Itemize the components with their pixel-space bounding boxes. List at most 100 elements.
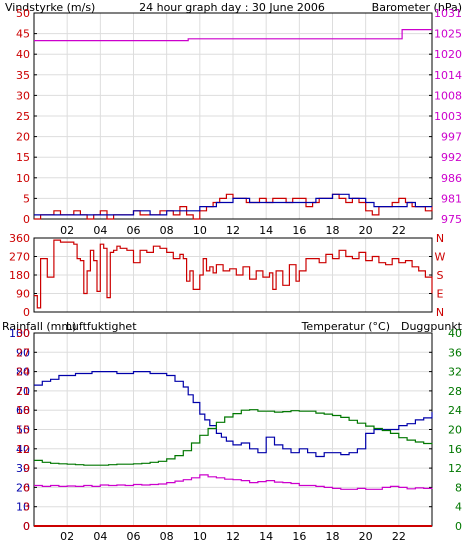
- y-left-tick-label: 80: [16, 366, 30, 379]
- wind-axis-title: Vindstyrke (m/s): [5, 1, 95, 14]
- x-tick-label: 18: [326, 224, 340, 237]
- y-right-tick-label: 1008: [434, 89, 462, 102]
- y-left-tick-label: 45: [16, 28, 30, 41]
- x-tick-label: 20: [359, 224, 373, 237]
- y-right-tick-label: 975: [441, 213, 462, 226]
- y-left-tick-label: 5: [23, 192, 30, 205]
- rain-tick-label: 24: [16, 366, 30, 379]
- rain-tick-label: 9: [23, 462, 30, 475]
- x-tick-label: 18: [326, 530, 340, 543]
- x-tick-label: 10: [193, 224, 207, 237]
- series-line-wind-barometer-2: [34, 193, 432, 216]
- y-left-tick-label: 90: [16, 288, 30, 301]
- y-right-tick-label: 986: [441, 172, 462, 185]
- series-line-wind-barometer-0: [34, 29, 432, 42]
- y-left-tick-label: 35: [16, 69, 30, 82]
- y-left-tick-label: 100: [9, 327, 30, 340]
- y-right-tick-label: 16: [448, 443, 462, 456]
- rain-tick-label: 21: [16, 385, 30, 398]
- y-right-tick-label: S: [437, 269, 444, 282]
- barometer-axis-title: Barometer (hPa): [372, 1, 462, 14]
- y-right-tick-label: 1025: [434, 28, 462, 41]
- y-right-tick-label: 1020: [434, 48, 462, 61]
- y-left-tick-label: 40: [16, 443, 30, 456]
- x-tick-label: 22: [392, 224, 406, 237]
- series-line-humidity-temperature-0: [34, 371, 433, 458]
- plot-panels: 0510152025303540455097598198699299710031…: [9, 7, 462, 543]
- y-left-tick-label: 0: [23, 306, 30, 319]
- y-left-tick-label: 270: [9, 251, 30, 264]
- y-left-tick-label: 10: [16, 172, 30, 185]
- dewpoint-axis-title: Duggpunkt: [401, 320, 463, 333]
- rainfall-axis-title: Rainfall (mm): [2, 320, 76, 333]
- rain-tick-label: 15: [16, 424, 30, 437]
- x-tick-label: 04: [93, 224, 107, 237]
- y-left-tick-label: 70: [16, 385, 30, 398]
- x-tick-label: 04: [93, 530, 107, 543]
- y-left-tick-label: 180: [9, 269, 30, 282]
- y-right-tick-label: 4: [455, 501, 462, 514]
- y-left-tick-label: 0: [23, 520, 30, 533]
- x-tick-label: 02: [60, 530, 74, 543]
- y-left-tick-label: 25: [16, 110, 30, 123]
- rain-tick-label: 12: [16, 443, 30, 456]
- humidity-axis-title: Luftfuktighet: [66, 320, 137, 333]
- y-right-tick-label: 12: [448, 462, 462, 475]
- x-tick-label: 08: [160, 224, 174, 237]
- y-right-tick-label: E: [437, 288, 444, 301]
- y-right-tick-label: 36: [448, 346, 462, 359]
- y-right-tick-label: N: [436, 232, 444, 245]
- rain-tick-label: 0: [23, 520, 30, 533]
- y-right-tick-label: 8: [455, 481, 462, 494]
- series-line-humidity-temperature-2: [34, 474, 433, 490]
- x-tick-label: 08: [160, 530, 174, 543]
- y-right-tick-label: 20: [448, 424, 462, 437]
- x-tick-label: 02: [60, 224, 74, 237]
- series-line-humidity-temperature-1: [34, 409, 433, 466]
- y-right-tick-label: W: [435, 251, 446, 264]
- x-tick-label: 06: [127, 224, 141, 237]
- y-left-tick-label: 50: [16, 7, 30, 20]
- x-tick-label: 14: [259, 224, 273, 237]
- y-right-tick-label: 0: [455, 520, 462, 533]
- y-left-tick-label: 60: [16, 404, 30, 417]
- rain-tick-label: 3: [23, 501, 30, 514]
- y-left-tick-label: 30: [16, 89, 30, 102]
- y-left-tick-label: 20: [16, 131, 30, 144]
- x-tick-label: 10: [193, 530, 207, 543]
- x-tick-label: 16: [292, 530, 306, 543]
- temperature-axis-title: Temperatur (°C): [301, 320, 390, 333]
- y-left-tick-label: 10: [16, 501, 30, 514]
- chart-title: 24 hour graph day : 30 June 2006: [139, 1, 325, 14]
- y-left-tick-label: 90: [16, 346, 30, 359]
- x-tick-label: 22: [392, 530, 406, 543]
- y-left-tick-label: 40: [16, 48, 30, 61]
- x-tick-label: 16: [292, 224, 306, 237]
- y-right-tick-label: 981: [441, 192, 462, 205]
- y-right-tick-label: 1031: [434, 7, 462, 20]
- y-left-tick-label: 360: [9, 232, 30, 245]
- x-tick-label: 20: [359, 530, 373, 543]
- x-tick-label: 14: [259, 530, 273, 543]
- y-right-tick-label: 992: [441, 151, 462, 164]
- y-right-tick-label: 32: [448, 366, 462, 379]
- rain-tick-label: 30: [16, 327, 30, 340]
- y-right-tick-label: 997: [441, 131, 462, 144]
- rain-tick-label: 27: [16, 346, 30, 359]
- y-left-tick-label: 0: [23, 213, 30, 226]
- y-right-tick-label: 24: [448, 404, 462, 417]
- y-right-tick-label: 28: [448, 385, 462, 398]
- x-tick-label: 12: [226, 224, 240, 237]
- series-line-wind-direction-0: [34, 239, 433, 309]
- y-right-tick-label: N: [436, 306, 444, 319]
- rain-tick-label: 18: [16, 404, 30, 417]
- y-right-tick-label: 40: [448, 327, 462, 340]
- y-left-tick-label: 30: [16, 462, 30, 475]
- rain-tick-label: 6: [23, 481, 30, 494]
- y-left-tick-label: 20: [16, 481, 30, 494]
- y-left-tick-label: 15: [16, 151, 30, 164]
- x-tick-label: 06: [127, 530, 141, 543]
- y-right-tick-label: 1014: [434, 69, 462, 82]
